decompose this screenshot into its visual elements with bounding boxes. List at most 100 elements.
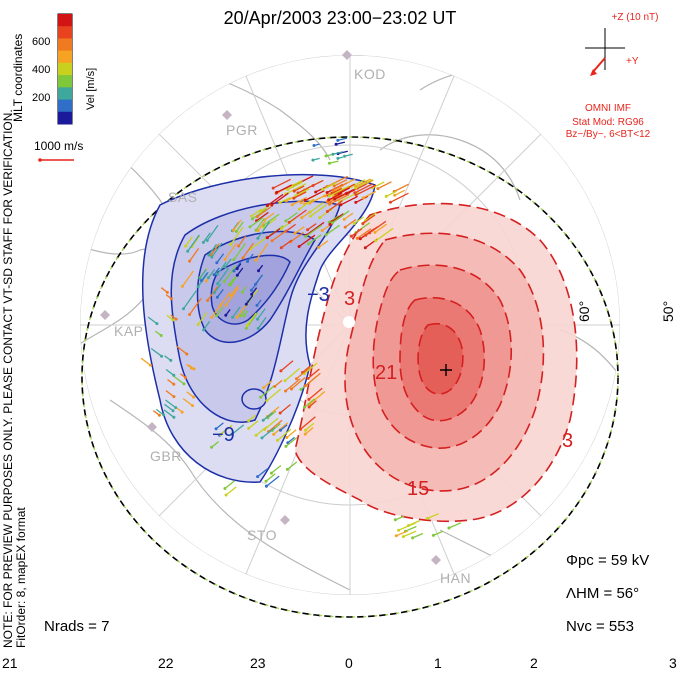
velocity-vector-origin (265, 236, 269, 240)
velocity-vector-origin (407, 524, 410, 527)
velocity-vector-origin (324, 154, 328, 158)
velocity-vector-origin (270, 203, 274, 207)
velocity-vector (309, 391, 326, 405)
station-sas: SAS (168, 189, 198, 205)
velocity-vector (304, 398, 316, 408)
velocity-vector (176, 345, 188, 355)
imf-clock-dial (585, 28, 625, 76)
velocity-vector (355, 184, 377, 196)
velocity-vector (279, 196, 291, 204)
velocity-vector (187, 234, 200, 252)
velocity-vector (403, 530, 417, 538)
velocity-vector (355, 195, 369, 203)
velocity-vector (295, 188, 310, 197)
velocity-vector-origin (325, 210, 329, 213)
velocity-vector (307, 368, 320, 379)
velocity-vector (268, 419, 283, 433)
velocity-vector (390, 192, 409, 203)
velocity-vector (274, 379, 283, 387)
velocity-vector-origin (411, 536, 415, 540)
velocity-vector (260, 385, 275, 398)
velocity-vector (308, 234, 322, 245)
velocity-vector (242, 242, 255, 259)
velocity-vector-origin (250, 292, 254, 296)
velocity-vector-origin (256, 475, 260, 479)
velocity-vector (309, 202, 324, 213)
velocity-vector (216, 288, 224, 298)
velocity-vector-origin (278, 201, 282, 205)
velocity-vector (279, 403, 291, 414)
velocity-vector (288, 209, 307, 223)
velocity-vector-origin (171, 318, 175, 322)
velocity-vector (165, 390, 175, 398)
velocity-vector (213, 283, 222, 293)
velocity-vector (293, 185, 305, 192)
velocity-vector-origin (336, 156, 340, 160)
velocity-vector-origin (363, 246, 367, 250)
velocity-vector (228, 276, 236, 285)
velocity-vector-origin (186, 249, 190, 253)
hm-boundary-latitude: ΛHM = 56° (566, 585, 640, 602)
velocity-vector (350, 179, 366, 188)
velocity-vector (375, 227, 394, 242)
velocity-vector-origin (307, 405, 311, 409)
velocity-vector (211, 242, 223, 258)
velocity-vector (197, 312, 208, 325)
velocity-vector-origin (352, 222, 356, 225)
velocity-vector-origin (354, 193, 358, 197)
velocity-vector (208, 243, 218, 256)
velocity-vector-origin (306, 228, 310, 232)
velocity-vector-origin (212, 273, 216, 277)
velocity-vector (276, 184, 292, 193)
velocity-vector-origin (364, 233, 368, 237)
velocity-vector-origin (297, 207, 301, 211)
velocity-vector-origin (223, 258, 227, 261)
velocity-vector (394, 189, 405, 196)
velocity-vector-origin (304, 428, 307, 432)
velocity-vector (318, 240, 329, 248)
velocity-vector-origin (171, 409, 175, 413)
velocity-vector (189, 248, 200, 262)
velocity-vector (224, 480, 236, 490)
velocity-vector-origin (184, 376, 187, 380)
velocity-vector (230, 226, 244, 245)
station-kod: KOD (354, 66, 386, 82)
velocity-vector (412, 532, 424, 539)
velocity-vector-origin (148, 363, 152, 367)
velocity-vector (335, 183, 356, 195)
velocity-vector (362, 190, 377, 199)
velocity-vector (230, 275, 239, 286)
velocity-vector (385, 190, 398, 197)
station-pgr: PGR (226, 122, 258, 138)
velocity-vector-origin (169, 358, 173, 362)
velocity-vector-origin (342, 217, 346, 221)
velocity-vector (220, 424, 233, 436)
velocity-vector (332, 210, 350, 224)
station-sto: STO (247, 527, 278, 543)
velocity-vector-origin (283, 379, 287, 383)
velocity-vector-origin (223, 265, 227, 269)
velocity-vector-origin (247, 426, 251, 430)
velocity-vector-origin (259, 210, 263, 213)
velocity-vector-origin (299, 201, 303, 205)
velocity-vector (165, 399, 177, 409)
velocity-vector (290, 231, 304, 243)
velocity-vector (182, 290, 197, 310)
velocity-vector-origin (210, 445, 214, 449)
velocity-vector (408, 520, 421, 527)
velocity-vector (372, 181, 385, 189)
velocity-vector-origin (336, 138, 340, 142)
velocity-vector-origin (265, 204, 269, 208)
velocity-vector-origin (292, 189, 296, 193)
velocity-vector-origin (278, 411, 282, 415)
velocity-vector-origin (200, 279, 203, 283)
velocity-vector-origin (215, 295, 219, 299)
velocity-vector (225, 486, 237, 496)
velocity-vector (235, 221, 244, 232)
velocity-vector (448, 522, 462, 529)
velocity-vector (286, 429, 297, 439)
velocity-vector-origin (162, 413, 166, 417)
velocity-vector (322, 181, 337, 191)
velocity-vector-origin (321, 188, 325, 191)
velocity-vector (307, 223, 317, 231)
